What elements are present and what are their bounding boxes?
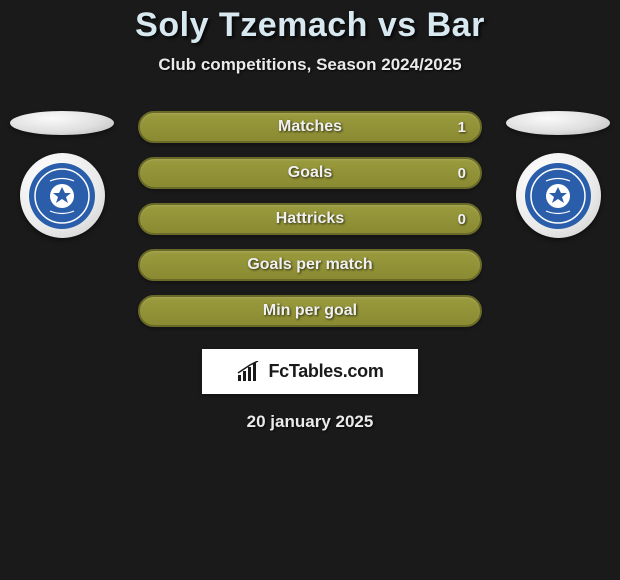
brand-box[interactable]: FcTables.com [202,349,418,394]
stat-label: Matches [278,118,342,136]
page-subtitle: Club competitions, Season 2024/2025 [0,55,620,75]
brand-chart-icon [236,361,262,383]
stat-value-right: 0 [458,211,466,228]
club-logo-icon [29,163,95,229]
footer-date: 20 january 2025 [0,412,620,432]
content-row: Matches 1 Goals 0 Hattricks 0 Goals per … [0,111,620,327]
stat-label: Hattricks [276,210,344,228]
stat-bar-goals-per-match: Goals per match [138,249,482,281]
stat-bar-hattricks: Hattricks 0 [138,203,482,235]
club-badge-right [516,153,601,238]
stat-label: Goals [288,164,332,182]
club-badge-left [20,153,105,238]
comparison-card: Soly Tzemach vs Bar Club competitions, S… [0,0,620,432]
brand-text: FcTables.com [268,361,383,382]
player-right-oval [506,111,610,135]
stat-value-right: 0 [458,165,466,182]
stat-bar-goals: Goals 0 [138,157,482,189]
stat-bars: Matches 1 Goals 0 Hattricks 0 Goals per … [138,111,482,327]
stat-value-right: 1 [458,119,466,136]
player-left-oval [10,111,114,135]
stat-label: Goals per match [247,256,372,274]
player-left-col [6,111,118,238]
stat-label: Min per goal [263,302,357,320]
club-logo-icon [525,163,591,229]
player-right-col [502,111,614,238]
stat-bar-min-per-goal: Min per goal [138,295,482,327]
stat-bar-matches: Matches 1 [138,111,482,143]
page-title: Soly Tzemach vs Bar [0,6,620,45]
